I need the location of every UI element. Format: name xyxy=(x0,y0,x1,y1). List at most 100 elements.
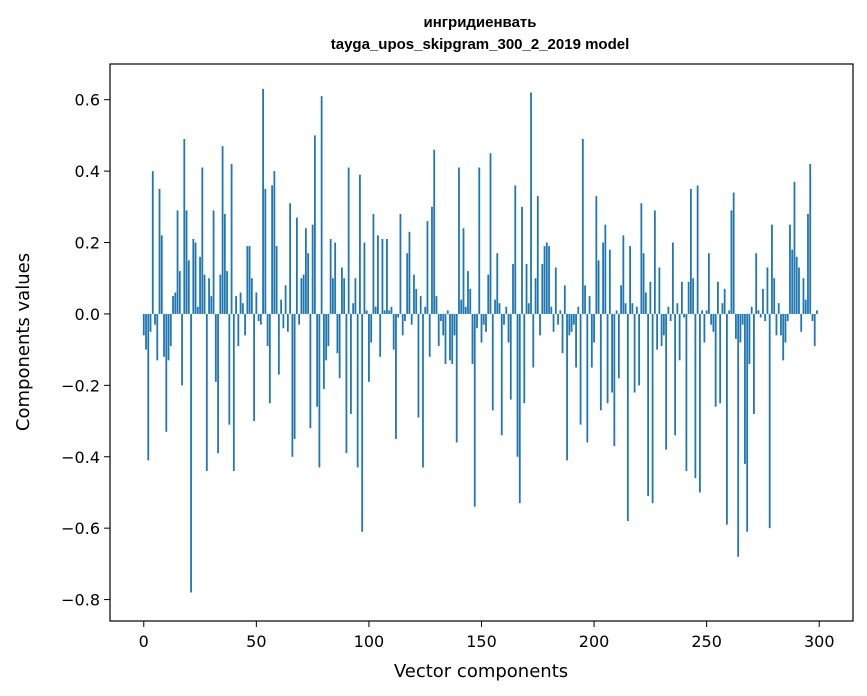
bar-299 xyxy=(816,310,818,314)
bar-15 xyxy=(176,210,179,314)
bar-38 xyxy=(228,313,231,425)
bar-242 xyxy=(687,281,690,314)
bar-88 xyxy=(341,267,343,314)
bar-85 xyxy=(334,242,337,314)
bar-107 xyxy=(383,310,386,314)
bar-115 xyxy=(401,313,404,336)
bar-167 xyxy=(518,313,521,504)
bar-158 xyxy=(498,303,501,314)
bar-57 xyxy=(271,185,274,314)
bar-272 xyxy=(755,253,758,314)
bar-292 xyxy=(800,313,803,332)
bar-134 xyxy=(444,313,447,364)
bar-214 xyxy=(624,303,627,314)
bar-74 xyxy=(309,313,312,429)
bar-145 xyxy=(469,288,472,314)
bar-215 xyxy=(626,313,629,522)
bar-111 xyxy=(392,313,395,350)
bar-277 xyxy=(766,267,769,314)
bar-19 xyxy=(185,210,188,314)
bar-276 xyxy=(764,313,767,322)
bar-52 xyxy=(259,313,262,325)
bar-172 xyxy=(530,92,532,314)
bar-205 xyxy=(604,224,607,314)
bar-106 xyxy=(381,238,384,314)
bar-168 xyxy=(521,206,523,314)
bar-162 xyxy=(507,313,510,343)
bar-80 xyxy=(322,313,325,389)
bar-43 xyxy=(239,292,242,314)
bar-27 xyxy=(203,274,206,314)
bar-202 xyxy=(597,260,600,314)
bar-223 xyxy=(644,292,647,314)
bar-4 xyxy=(151,171,154,314)
bar-203 xyxy=(599,313,602,411)
bar-257 xyxy=(721,303,724,314)
bar-267 xyxy=(744,313,746,464)
bar-165 xyxy=(514,185,517,314)
bar-271 xyxy=(753,313,755,414)
bar-10 xyxy=(165,313,168,432)
bar-171 xyxy=(527,303,530,314)
bar-213 xyxy=(622,235,625,314)
bar-97 xyxy=(361,313,364,532)
bar-235 xyxy=(671,242,674,314)
x-axis-label: Vector components xyxy=(394,661,568,682)
bar-31 xyxy=(212,210,215,314)
bar-160 xyxy=(503,313,505,325)
bar-279 xyxy=(771,224,773,314)
bar-125 xyxy=(424,306,427,314)
bar-251 xyxy=(708,253,710,314)
bar-47 xyxy=(248,246,251,314)
bar-173 xyxy=(532,313,535,368)
y-tick-label: 0.0 xyxy=(75,305,100,324)
bar-118 xyxy=(408,231,411,314)
bar-243 xyxy=(689,188,692,314)
bar-240 xyxy=(683,313,686,318)
bar-192 xyxy=(575,313,577,368)
y-tick-label: 0.4 xyxy=(75,162,100,181)
bar-7 xyxy=(158,188,161,314)
bar-0 xyxy=(142,313,145,336)
bar-55 xyxy=(266,313,269,347)
bar-64 xyxy=(286,313,289,332)
bar-61 xyxy=(280,299,283,314)
bar-176 xyxy=(539,313,541,336)
bar-3 xyxy=(149,313,152,332)
bar-113 xyxy=(397,313,400,318)
bar-287 xyxy=(789,224,791,314)
bar-169 xyxy=(523,313,526,404)
bar-194 xyxy=(579,313,582,425)
bar-155 xyxy=(491,313,494,411)
bar-101 xyxy=(370,313,373,343)
bar-296 xyxy=(809,163,812,314)
bar-24 xyxy=(196,306,199,314)
bar-30 xyxy=(210,296,213,314)
bar-51 xyxy=(257,313,260,322)
bar-199 xyxy=(590,313,593,368)
bar-56 xyxy=(268,313,271,404)
bar-65 xyxy=(289,203,292,314)
bar-225 xyxy=(649,281,652,314)
bar-255 xyxy=(717,281,719,314)
bar-238 xyxy=(678,313,681,361)
bar-196 xyxy=(584,285,586,314)
bar-274 xyxy=(759,313,762,318)
bar-275 xyxy=(762,288,764,314)
bar-44 xyxy=(241,303,244,314)
bar-81 xyxy=(325,313,328,361)
bar-121 xyxy=(415,288,418,314)
bar-286 xyxy=(786,313,789,322)
bar-48 xyxy=(250,278,253,314)
y-tick-label: −0.6 xyxy=(61,519,100,538)
bar-236 xyxy=(674,313,677,436)
bar-84 xyxy=(332,278,334,314)
bar-245 xyxy=(694,313,697,479)
bar-193 xyxy=(577,306,580,314)
bar-23 xyxy=(194,242,197,314)
bar-127 xyxy=(428,313,431,357)
bar-34 xyxy=(219,274,222,314)
bar-198 xyxy=(588,296,591,314)
bar-229 xyxy=(658,267,661,314)
